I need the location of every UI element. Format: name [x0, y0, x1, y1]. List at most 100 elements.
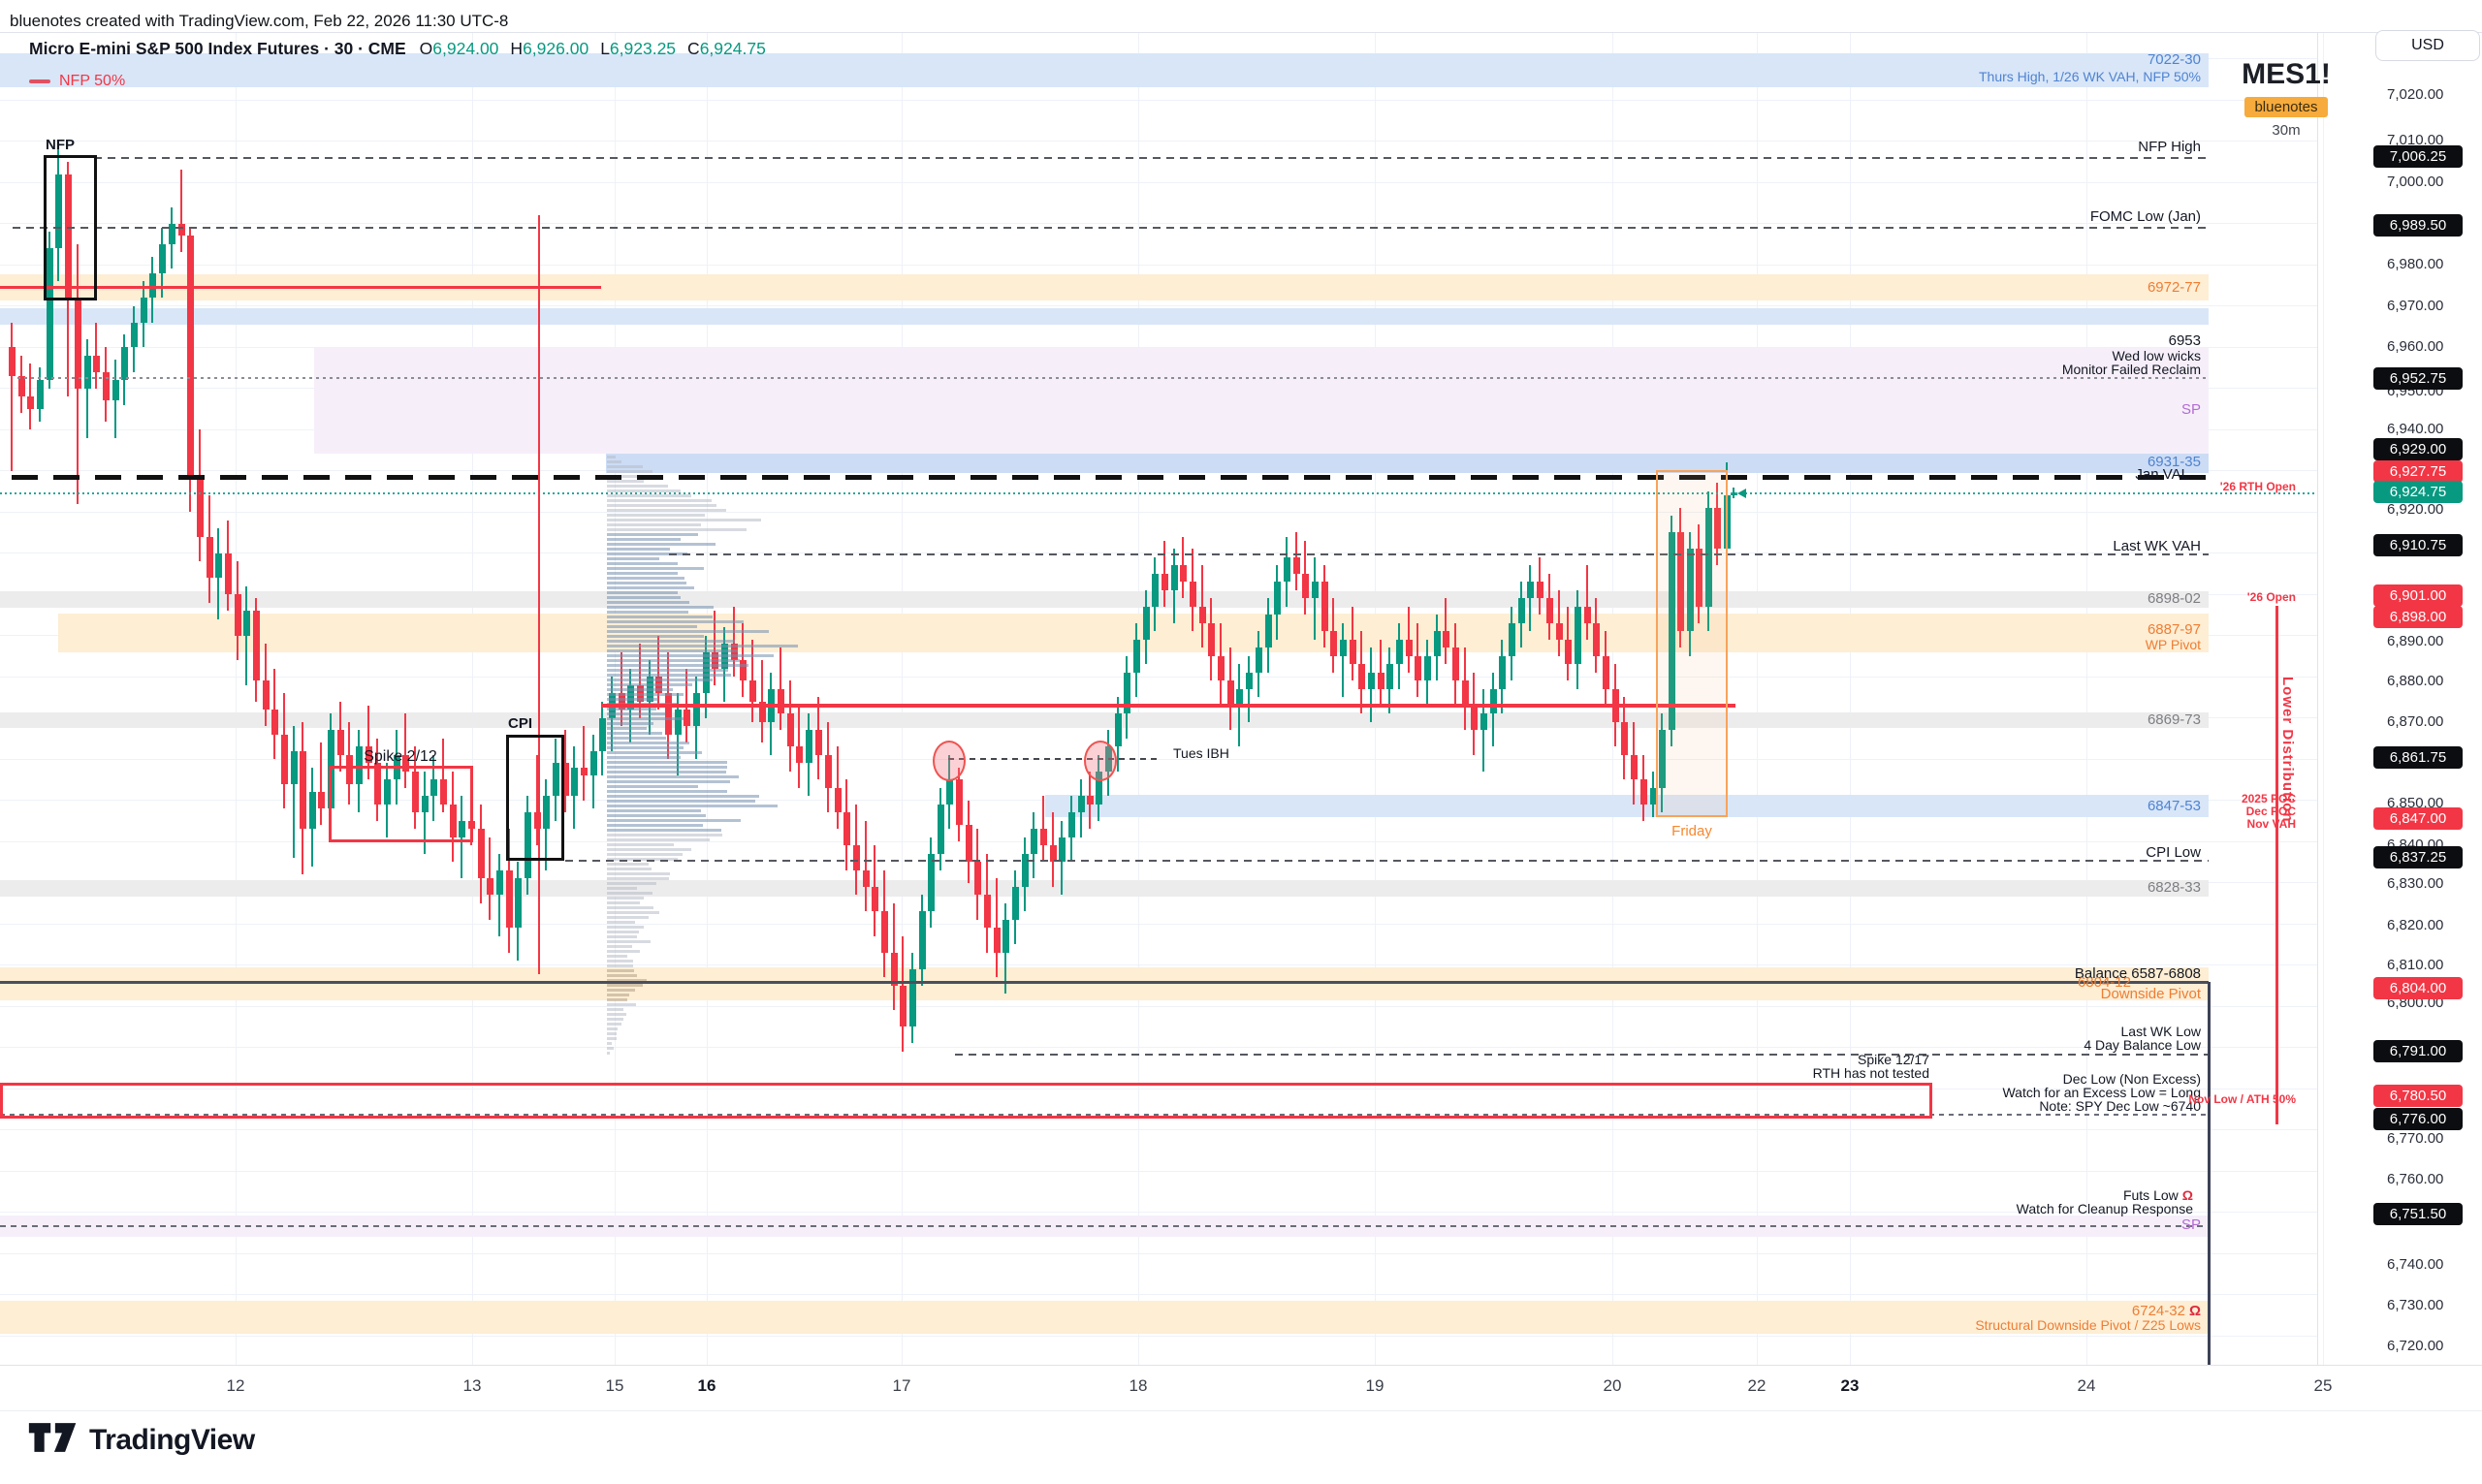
annotation-label[interactable]: 6953 — [2168, 332, 2201, 349]
annotation-label[interactable]: WP Pivot — [2145, 636, 2201, 652]
annotation-label[interactable]: NFP — [46, 136, 75, 153]
event-circle[interactable] — [1084, 741, 1117, 781]
annotation-label[interactable]: Watch for Cleanup Response — [2016, 1200, 2193, 1216]
time-axis-label[interactable]: 19 — [1365, 1376, 1384, 1395]
nfp-box[interactable] — [44, 155, 97, 300]
price-zone-band[interactable] — [606, 454, 2209, 473]
time-axis-separator[interactable] — [0, 1365, 2482, 1366]
level-line-tues-ibh[interactable] — [948, 758, 1159, 760]
annotation-label[interactable]: 6972-77 — [2147, 278, 2201, 296]
indicator-legend[interactable]: NFP 50% — [29, 73, 766, 90]
annotation-label[interactable]: Thurs High, 1/26 WK VAH, NFP 50% — [1978, 68, 2201, 84]
annotation-label[interactable]: Jan VAL — [2135, 465, 2189, 483]
annotation-label[interactable]: Downside Pivot — [2100, 985, 2201, 1002]
annotation-label[interactable]: Futs Low Ω — [2122, 1186, 2193, 1203]
candle-wick — [320, 742, 322, 825]
annotation-label[interactable]: CPI — [508, 714, 533, 732]
annotation-label[interactable]: 6828-33 — [2147, 878, 2201, 896]
time-axis-label[interactable]: 17 — [892, 1376, 911, 1395]
lower-distribution-line[interactable] — [2275, 606, 2278, 1124]
volume-profile-bar — [607, 824, 703, 827]
time-axis-label[interactable]: 15 — [605, 1376, 624, 1395]
spike-212-box[interactable] — [329, 766, 473, 842]
level-line-last-wk-vah[interactable] — [669, 553, 2209, 555]
annotation-label[interactable]: 6869-73 — [2147, 710, 2201, 728]
level-line-nfp-50-[interactable] — [601, 704, 1735, 708]
annotation-label[interactable]: RTH has not tested — [1812, 1064, 1929, 1081]
annotation-label[interactable]: Tues IBH — [1173, 744, 1229, 761]
annotation-label[interactable]: 6847-53 — [2147, 797, 2201, 814]
time-axis-label[interactable]: 13 — [462, 1376, 482, 1395]
time-axis-label[interactable]: 23 — [1840, 1376, 1860, 1395]
level-line-cpi-low[interactable] — [565, 860, 2209, 862]
level-line-futs-low[interactable] — [0, 1225, 2209, 1227]
level-line-current-price-6924-75[interactable] — [0, 492, 2317, 494]
annotation-label[interactable]: Watch for an Excess Low = Long — [2002, 1084, 2201, 1100]
annotation-label[interactable]: Structural Downside Pivot / Z25 Lows — [1975, 1316, 2201, 1333]
friday-box[interactable] — [1656, 470, 1728, 817]
spike-1217-box[interactable] — [0, 1083, 1932, 1119]
vertical-marker-line[interactable] — [538, 215, 540, 974]
annotation-label[interactable]: Dec Low (Non Excess) — [2062, 1070, 2201, 1087]
candle-body — [834, 787, 842, 813]
tradingview-logo[interactable]: TradingView — [27, 1417, 255, 1463]
currency-selector[interactable]: USD — [2375, 30, 2480, 61]
time-axis-label[interactable]: 25 — [2313, 1376, 2333, 1395]
annotation-label[interactable]: Note: SPY Dec Low ~6740 — [2039, 1097, 2201, 1114]
price-zone-band[interactable] — [0, 308, 2209, 325]
annotation-label[interactable]: 6931-35 — [2147, 453, 2201, 470]
volume-profile-bar — [607, 494, 691, 497]
time-axis-label[interactable]: 18 — [1129, 1376, 1148, 1395]
chart-legend[interactable]: Micro E-mini S&P 500 Index Futures · 30 … — [29, 39, 766, 90]
annotation-label[interactable]: Balance 6587-6808 — [2074, 964, 2201, 982]
annotation-label[interactable]: 4 Day Balance Low — [2084, 1036, 2201, 1053]
price-zone-band[interactable] — [314, 348, 2209, 454]
price-zone-band[interactable] — [0, 591, 2209, 608]
level-line-wed-low-wicks[interactable] — [17, 377, 2209, 379]
candle-body — [1592, 622, 1600, 656]
time-axis-label[interactable]: 12 — [226, 1376, 245, 1395]
time-axis-label[interactable]: 22 — [1747, 1376, 1766, 1395]
level-line-nfp-high[interactable] — [94, 157, 2209, 159]
annotation-label[interactable]: Last WK VAH — [2113, 537, 2201, 554]
price-scale-separator[interactable] — [2317, 32, 2318, 1365]
annotation-label[interactable]: NFP High — [2138, 138, 2201, 155]
annotation-label[interactable]: Wed low wicks — [2112, 347, 2201, 363]
vertical-marker-line[interactable] — [2207, 982, 2211, 1365]
level-line-downside-pivot[interactable] — [0, 980, 2209, 984]
annotation-label[interactable]: SP — [2180, 1216, 2201, 1233]
gridline-h — [0, 512, 2317, 513]
annotation-label[interactable]: Friday — [1671, 822, 1712, 839]
time-axis-label[interactable]: 16 — [697, 1376, 716, 1395]
price-zone-band[interactable] — [1045, 795, 2209, 817]
gridline-v — [1757, 32, 1758, 1365]
price-zone-band[interactable] — [0, 967, 2209, 1000]
price-zone-band[interactable] — [0, 1301, 2209, 1334]
annotation-label[interactable]: CPI Low — [2146, 843, 2201, 861]
annotation-label[interactable]: Monitor Failed Reclaim — [2061, 361, 2201, 377]
annotation-label[interactable]: Spike 12/17 — [1858, 1051, 1929, 1067]
candle-body — [1713, 507, 1721, 550]
cpi-box[interactable] — [506, 735, 564, 861]
annotation-label[interactable]: 6898-02 — [2147, 589, 2201, 607]
symbol-title[interactable]: Micro E-mini S&P 500 Index Futures · 30 … — [29, 39, 406, 58]
annotation-label[interactable]: FOMC Low (Jan) — [2089, 207, 2201, 225]
price-zone-band[interactable] — [0, 53, 2209, 87]
annotation-label[interactable]: 6887-97 — [2147, 620, 2201, 638]
annotation-label[interactable]: Last WK Low — [2120, 1023, 2201, 1039]
level-line-last-wk-low-4-day-balance-low[interactable] — [955, 1054, 2209, 1056]
event-circle[interactable] — [933, 741, 966, 781]
level-line-jan-val[interactable] — [12, 474, 2209, 480]
level-line-fomc-low-jan-[interactable] — [13, 227, 2209, 229]
annotation-label[interactable]: 6724-32 Ω — [2131, 1302, 2201, 1319]
annotation-label[interactable]: SP — [2180, 400, 2201, 418]
level-line-dec-low[interactable] — [0, 1113, 2209, 1117]
level-line-6972-77-line[interactable] — [0, 285, 601, 289]
annotation-label[interactable]: Spike 2/12 — [364, 748, 437, 765]
time-axis-label[interactable]: 24 — [2077, 1376, 2096, 1395]
annotation-label[interactable]: 7022-30 — [2147, 50, 2201, 68]
price-zone-band[interactable] — [0, 880, 2209, 897]
annotation-label[interactable]: 6804-12 — [2077, 973, 2131, 991]
time-axis-label[interactable]: 20 — [1603, 1376, 1622, 1395]
